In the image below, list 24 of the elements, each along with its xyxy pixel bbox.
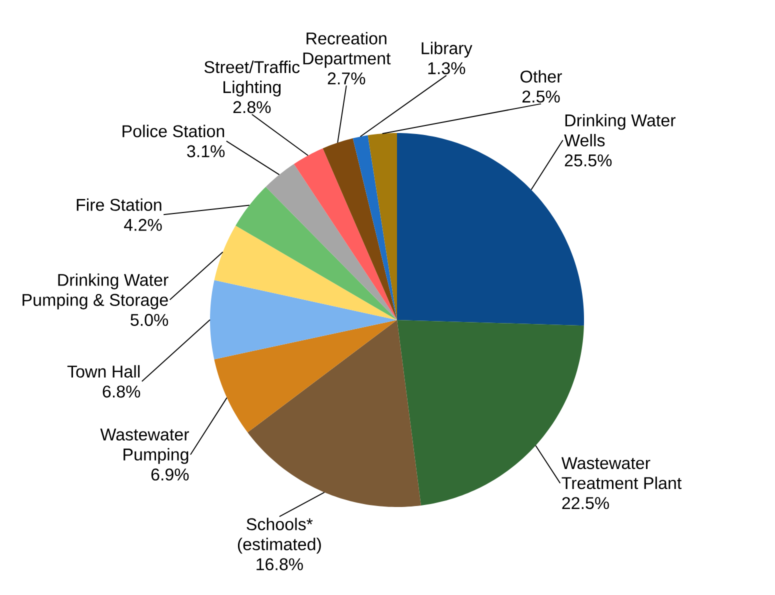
slice-label: Fire Station	[76, 198, 162, 211]
data-label: 1.3%	[428, 62, 466, 74]
slice-label: Wastewater Pumping	[100, 428, 190, 464]
slice-label: Wastewater Treatment Plant	[561, 457, 682, 490]
data-label: 2.7%	[328, 72, 366, 84]
slice-label: Library	[422, 42, 472, 58]
data-label: 6.8%	[102, 386, 140, 398]
data-label: 5.0%	[130, 314, 168, 326]
slice-label: Recreation Department	[303, 32, 391, 68]
slice-label: Town Hall	[67, 365, 140, 378]
slice-label: Drinking Water Wells	[564, 114, 676, 146]
data-label: 2.5%	[522, 90, 560, 103]
data-label: 22.5%	[562, 497, 609, 510]
data-label: 25.5%	[564, 154, 612, 166]
slice-label: Drinking Water Pumping & Storage	[22, 273, 168, 310]
data-label: 16.8%	[256, 558, 303, 570]
slice-label: Police Station	[122, 124, 224, 138]
data-label: 4.2%	[124, 218, 162, 231]
data-label: 6.9%	[151, 468, 189, 481]
data-label: 3.1%	[187, 145, 225, 158]
slice-label: Street/Traffic Lighting	[204, 60, 300, 97]
data-label: 2.8%	[233, 101, 271, 114]
slice-label: Schools* (estimated)	[238, 518, 321, 554]
slice-label: Other	[520, 70, 562, 83]
